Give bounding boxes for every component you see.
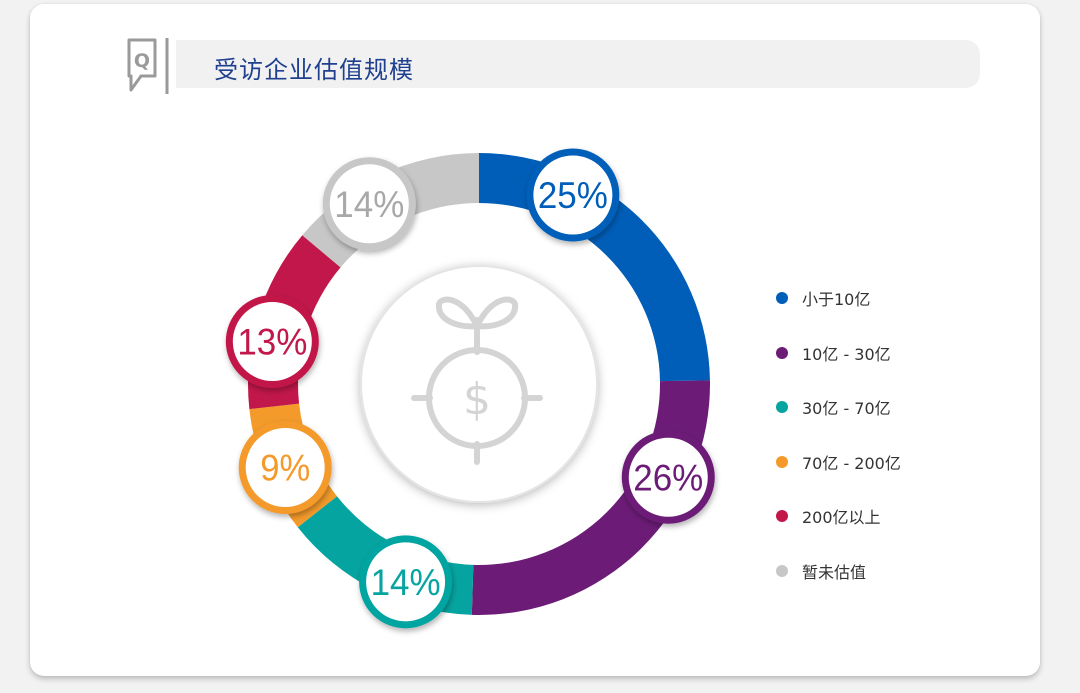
legend-swatch — [776, 346, 788, 359]
data-label-bubble — [359, 535, 453, 629]
data-label-text: 9% — [260, 447, 310, 488]
data-label-1: 25% — [526, 148, 620, 242]
legend-swatch — [776, 455, 788, 468]
legend-item: 10亿 - 30亿 — [776, 341, 891, 365]
data-label-5: 13% — [225, 294, 319, 388]
legend-label: 暂未估值 — [802, 562, 867, 582]
legend-item: 70亿 - 200亿 — [776, 450, 901, 474]
data-label-text: 25% — [538, 175, 608, 216]
legend-label: 小于10亿 — [802, 290, 871, 309]
data-label-bubbles: 25% 26% 14% 9% 13% 14% — [225, 148, 715, 629]
data-label-text: 13% — [237, 321, 307, 362]
legend-swatch — [776, 292, 788, 304]
legend-item: 暂未估值 — [776, 559, 866, 583]
legend-swatch — [776, 401, 788, 413]
legend-label: 70亿 - 200亿 — [802, 453, 901, 473]
legend-item: 小于10亿 — [776, 286, 870, 310]
legend-swatch — [776, 564, 788, 577]
legend-label: 30亿 - 70亿 — [802, 399, 891, 418]
svg-text:$: $ — [463, 374, 491, 425]
legend-label: 10亿 - 30亿 — [802, 344, 891, 364]
data-label-text: 26% — [633, 457, 703, 498]
data-label-bubble — [526, 148, 620, 242]
data-label-bubble — [621, 430, 715, 524]
legend-item: 200亿以上 — [776, 504, 881, 528]
title-bar: 受访企业估值规模 — [176, 40, 980, 88]
legend-label: 200亿以上 — [802, 508, 881, 527]
question-icon-letter: Q — [134, 50, 150, 72]
data-label-text: 14% — [371, 562, 441, 603]
question-icon: Q — [127, 38, 169, 94]
data-label-bubble — [238, 420, 332, 514]
legend-swatch — [776, 510, 788, 522]
money-plant-target-icon: $ — [411, 296, 543, 465]
data-label-2: 26% — [621, 430, 715, 524]
data-label-6: 14% — [322, 157, 416, 251]
data-label-3: 14% — [359, 535, 453, 629]
data-label-4: 9% — [238, 420, 332, 514]
legend-item: 30亿 - 70亿 — [776, 395, 891, 419]
page-title: 受访企业估值规模 — [214, 56, 414, 84]
data-label-bubble — [225, 294, 319, 388]
data-label-bubble — [322, 157, 416, 251]
data-label-text: 14% — [334, 184, 404, 225]
donut-center — [360, 265, 598, 503]
